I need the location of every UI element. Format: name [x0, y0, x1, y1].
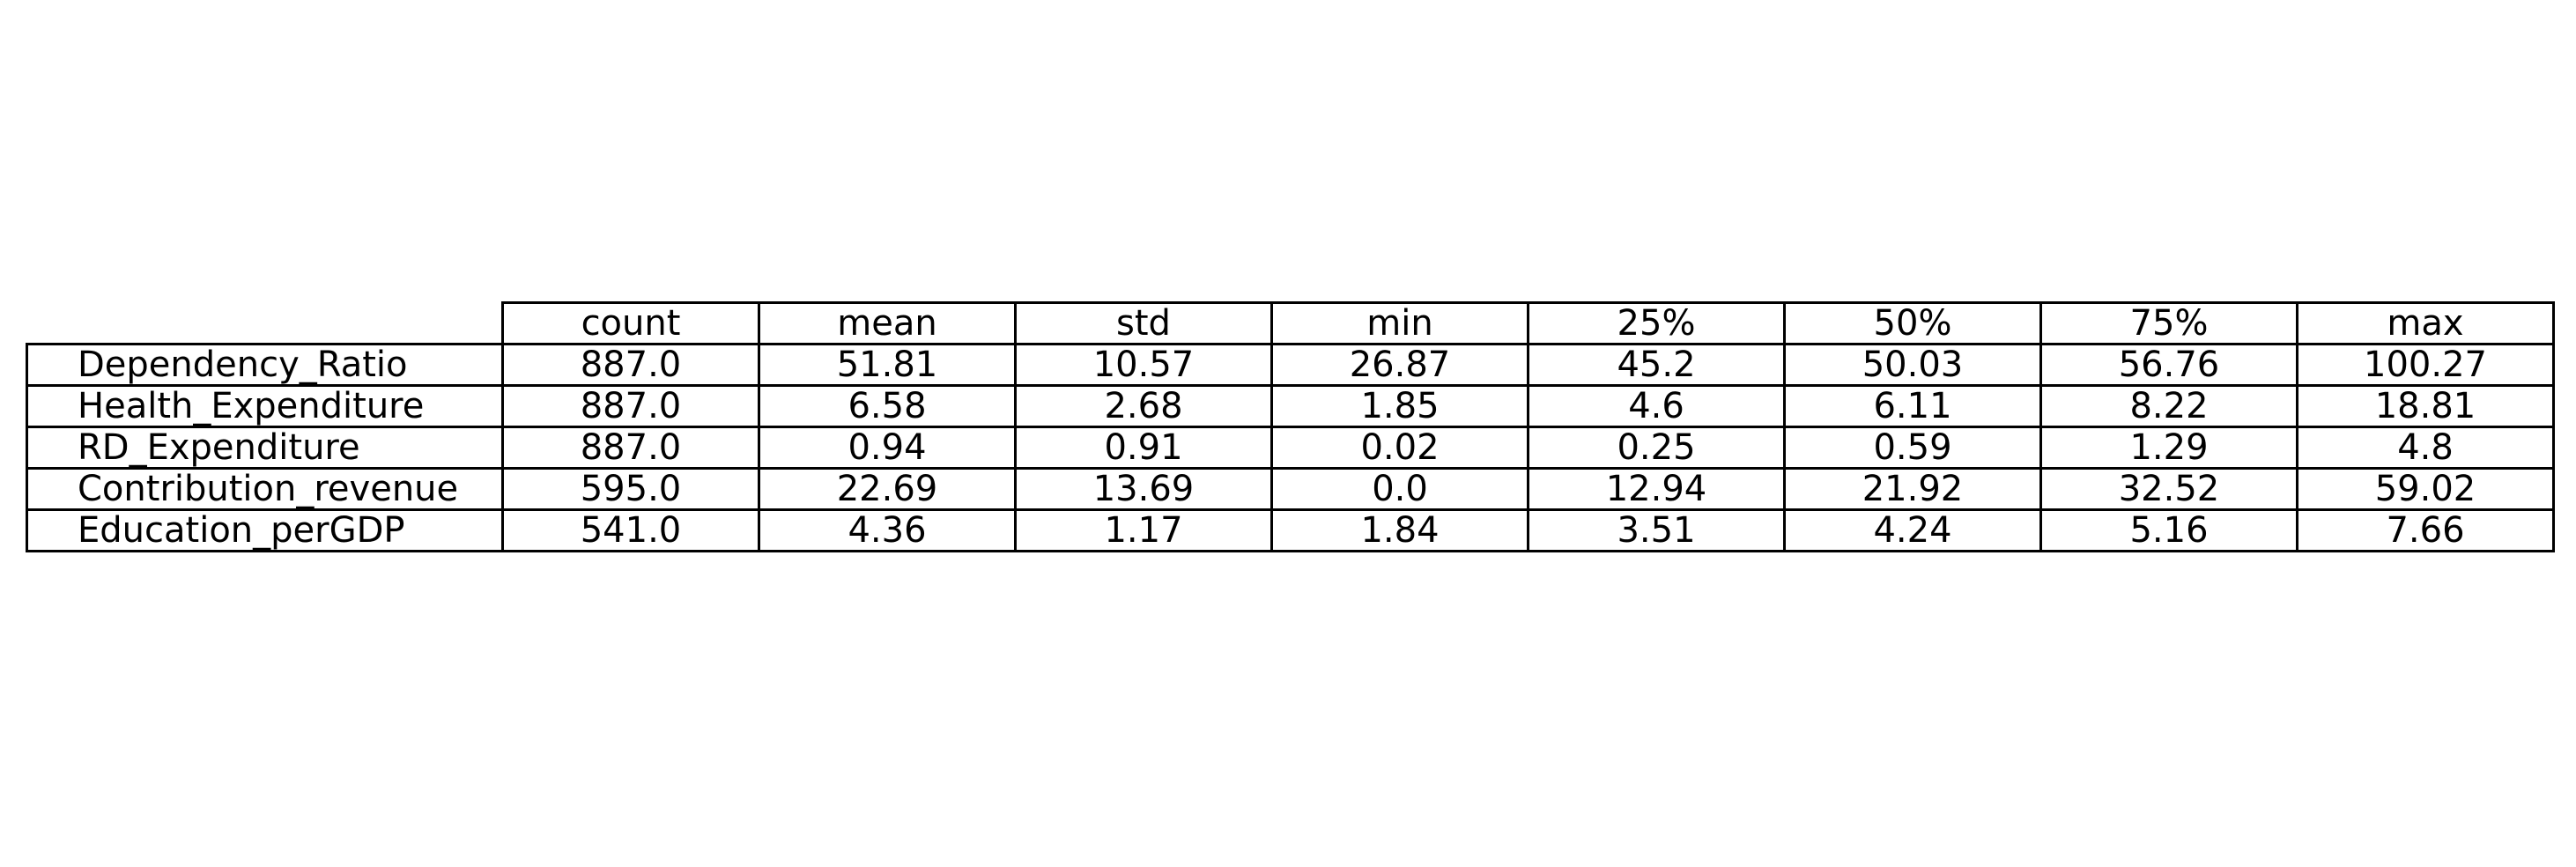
table-cell: 4.8	[2296, 426, 2555, 470]
table-cell: 887.0	[501, 384, 760, 428]
column-header: mean	[758, 301, 1017, 345]
table-cell: 21.92	[1783, 467, 2042, 511]
table-cell: 50.03	[1783, 343, 2042, 387]
table-cell: 887.0	[501, 343, 760, 387]
table-cell: 541.0	[501, 508, 760, 552]
table-cell: 7.66	[2296, 508, 2555, 552]
table-cell: 0.94	[758, 426, 1017, 470]
column-header: max	[2296, 301, 2555, 345]
table-cell: 56.76	[2039, 343, 2298, 387]
table-cell: 13.69	[1014, 467, 1273, 511]
table-cell: 1.85	[1270, 384, 1529, 428]
table-cell: 0.59	[1783, 426, 2042, 470]
table-cell: 51.81	[758, 343, 1017, 387]
table-row: Contribution_revenue 595.0 22.69 13.69 0.0 12…	[26, 467, 2555, 511]
row-label: RD_Expenditure	[26, 426, 504, 470]
table-cell: 6.11	[1783, 384, 2042, 428]
row-label: Health_Expenditure	[26, 384, 504, 428]
table-cell: 6.58	[758, 384, 1017, 428]
column-header: 25%	[1527, 301, 1786, 345]
table-cell: 887.0	[501, 426, 760, 470]
column-header: std	[1014, 301, 1273, 345]
row-label: Contribution_revenue	[26, 467, 504, 511]
table-cell: 4.6	[1527, 384, 1786, 428]
table-cell: 0.25	[1527, 426, 1786, 470]
column-header: min	[1270, 301, 1529, 345]
corner-cell	[26, 302, 504, 345]
table-cell: 3.51	[1527, 508, 1786, 552]
table-cell: 2.68	[1014, 384, 1273, 428]
table-cell: 12.94	[1527, 467, 1786, 511]
table-cell: 26.87	[1270, 343, 1529, 387]
table-row: Health_Expenditure 887.0 6.58 2.68 1.85 4.6 6.…	[26, 384, 2555, 428]
table-cell: 0.0	[1270, 467, 1529, 511]
column-header: count	[501, 301, 760, 345]
table-cell: 45.2	[1527, 343, 1786, 387]
table-cell: 1.17	[1014, 508, 1273, 552]
table-cell: 1.29	[2039, 426, 2298, 470]
column-header: 75%	[2039, 301, 2298, 345]
table-cell: 59.02	[2296, 467, 2555, 511]
table-cell: 0.02	[1270, 426, 1529, 470]
table-cell: 22.69	[758, 467, 1017, 511]
table-cell: 1.84	[1270, 508, 1529, 552]
summary-statistics-table: count mean std min 25% 50% 75% max Dependency_R…	[26, 301, 2555, 552]
table-cell: 4.24	[1783, 508, 2042, 552]
column-header: 50%	[1783, 301, 2042, 345]
table-cell: 32.52	[2039, 467, 2298, 511]
table-cell: 8.22	[2039, 384, 2298, 428]
row-label: Dependency_Ratio	[26, 343, 504, 387]
table-row: Dependency_Ratio 887.0 51.81 10.57 26.87 45.2…	[26, 343, 2555, 387]
table-cell: 595.0	[501, 467, 760, 511]
header-row: count mean std min 25% 50% 75% max	[26, 301, 2555, 345]
table-row: RD_Expenditure 887.0 0.94 0.91 0.02 0.25 0.59 1…	[26, 426, 2555, 470]
table-cell: 4.36	[758, 508, 1017, 552]
table-cell: 18.81	[2296, 384, 2555, 428]
row-label: Education_perGDP	[26, 508, 504, 552]
table-row: Education_perGDP 541.0 4.36 1.17 1.84 3.51 4.2…	[26, 508, 2555, 552]
table-cell: 5.16	[2039, 508, 2298, 552]
table-cell: 0.91	[1014, 426, 1273, 470]
table-header: count mean std min 25% 50% 75% max	[26, 301, 2555, 345]
table-cell: 100.27	[2296, 343, 2555, 387]
table-cell: 10.57	[1014, 343, 1273, 387]
table-body: Dependency_Ratio 887.0 51.81 10.57 26.87 45.2…	[26, 343, 2555, 552]
